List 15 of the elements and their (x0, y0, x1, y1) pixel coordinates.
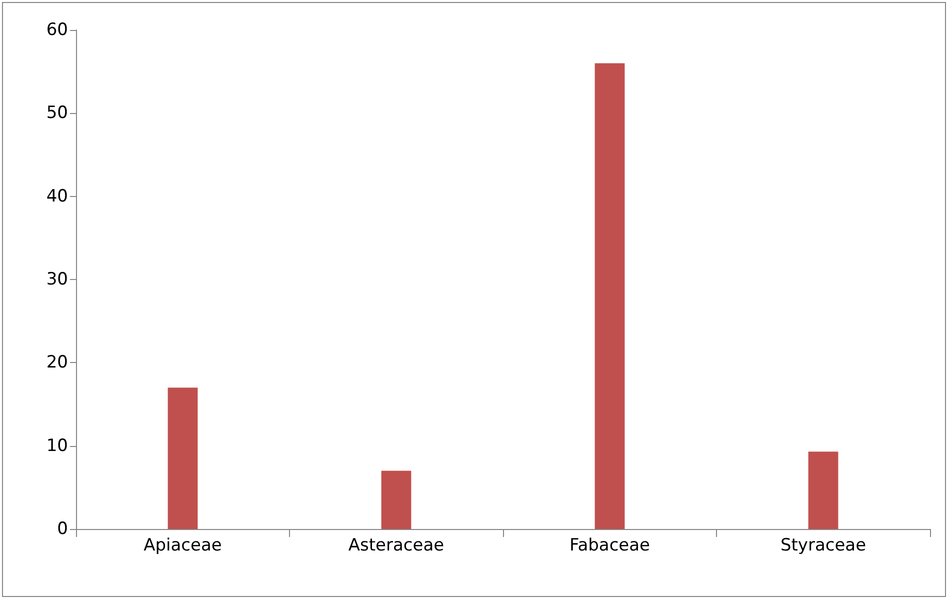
y-tick-label: 30 (46, 270, 68, 290)
y-tick-label: 10 (46, 436, 68, 456)
bar (808, 452, 838, 529)
y-tick-label: 50 (46, 103, 68, 124)
x-tick-label: Asteraceae (348, 536, 444, 556)
bar (381, 470, 412, 529)
y-tick-label: 20 (46, 352, 68, 373)
x-tick-label: Apiaceae (144, 536, 222, 556)
y-tick-label: 60 (46, 20, 68, 40)
y-tick-label: 40 (46, 186, 68, 206)
bar (168, 388, 198, 529)
x-tick-label: Fabaceae (569, 536, 650, 556)
x-tick-label: Styraceae (780, 536, 866, 556)
y-tick-label: 0 (57, 519, 68, 539)
bar (594, 63, 625, 529)
